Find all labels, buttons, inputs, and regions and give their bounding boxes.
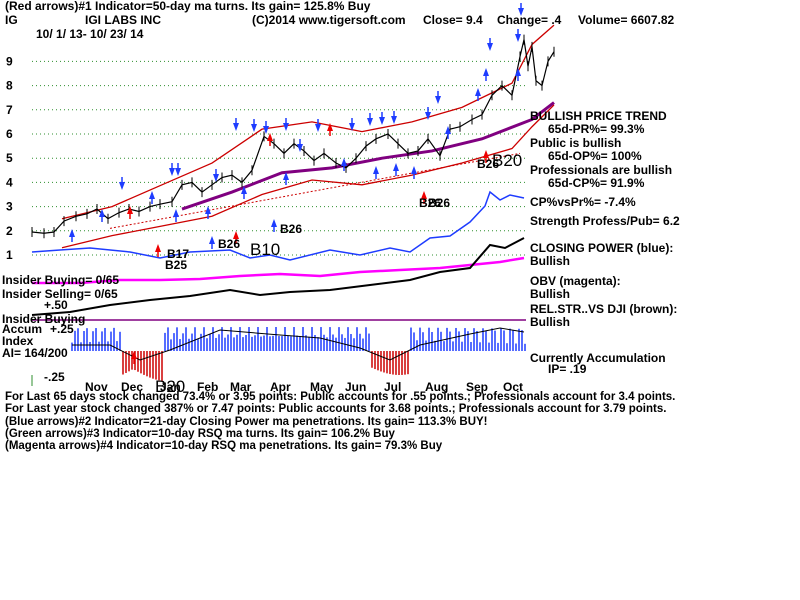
company-name: IGI LABS INC: [85, 13, 162, 27]
y-tick-label: 7: [6, 103, 13, 117]
accum-minus25: -.25: [44, 370, 65, 384]
date-range: 10/ 1/ 13- 10/ 23/ 14: [36, 27, 144, 41]
strength-ratio: Strength Profess/Pub= 6.2: [530, 214, 680, 228]
accum-status: Currently Accumulation: [530, 351, 666, 365]
signal-b26-jul: B26: [419, 196, 442, 210]
x-tick-label: Sep: [466, 380, 488, 394]
y-tick-label: 3: [6, 200, 13, 214]
accum-ma-line: [72, 327, 525, 361]
footer-65day: For Last 65 days stock changed 73.4% or …: [5, 391, 676, 403]
band_lower-line: [61, 104, 555, 249]
accum-plus25: +.25: [50, 322, 74, 336]
change-value: Change= .4: [497, 13, 562, 27]
accum-label: Accum: [2, 322, 43, 336]
obv-line: [32, 256, 525, 285]
copyright: (C)2014 www.tigersoft.com: [252, 13, 406, 27]
signal-b20-low: B20: [155, 377, 186, 396]
close-value: Close= 9.4: [423, 13, 483, 27]
x-tick-label: May: [310, 380, 334, 394]
ma_purple-line: [181, 101, 555, 211]
signal-b17: B17: [167, 247, 190, 261]
trend-label: BULLISH PRICE TREND: [530, 109, 667, 123]
band_upper-line: [61, 24, 555, 220]
signal-b26-sep: B26: [477, 157, 500, 171]
pr-value: 65d-PR%= 99.3%: [548, 122, 645, 136]
obv-state: Bullish: [530, 287, 571, 301]
y-tick-label: 4: [6, 175, 13, 189]
insider-selling: Insider Selling= 0/65: [2, 287, 118, 301]
header-indicator-line: (Red arrows)#1 Indicator=50-day ma turns…: [5, 0, 371, 13]
insider-buying: Insider Buying= 0/65: [2, 273, 120, 287]
x-tick-label: Jul: [384, 380, 401, 394]
price-close-line: [31, 39, 555, 234]
ai-value: AI= 164/200: [2, 346, 68, 360]
x-tick-label: Dec: [121, 380, 143, 394]
closing-power-state: Bullish: [530, 254, 571, 268]
signal-b26-apr: B26: [280, 222, 303, 236]
obv-label: OBV (magenta):: [530, 274, 621, 288]
relstr-state: Bullish: [530, 315, 571, 329]
signal-b20-sep: B20: [492, 151, 523, 170]
x-tick-label: Aug: [425, 380, 448, 394]
insider-buying-label: Insider Buying: [2, 312, 86, 326]
x-tick-label: Nov: [85, 380, 108, 394]
index-label: Index: [2, 334, 34, 348]
y-tick-label: 5: [6, 151, 13, 165]
signal-b10: B10: [250, 240, 281, 259]
signal-b26-jul2: B26: [428, 196, 451, 210]
x-tick-label: Mar: [230, 380, 252, 394]
footer-green-arrows: (Green arrows)#3 Indicator=10-day RSQ ma…: [5, 428, 395, 440]
ticker-symbol: IG: [5, 13, 18, 27]
volume-value: Volume= 6607.82: [578, 13, 675, 27]
y-tick-label: 1: [6, 248, 13, 262]
closing-power-line: [31, 190, 525, 261]
relative-strength-line: [31, 237, 525, 316]
x-tick-label: Feb: [197, 380, 218, 394]
public-status: Public is bullish: [530, 136, 622, 150]
signal-b25: B25: [165, 258, 188, 272]
x-tick-label: Jan: [160, 380, 181, 394]
cp-value: 65d-CP%= 91.9%: [548, 176, 645, 190]
footer-magenta-arrows: (Magenta arrows)#4 Indicator=10-day RSQ …: [5, 440, 443, 452]
op-value: 65d-OP%= 100%: [548, 149, 642, 163]
x-tick-label: Oct: [503, 380, 523, 394]
y-tick-label: 9: [6, 54, 13, 68]
x-tick-label: Apr: [270, 380, 291, 394]
relstr-label: REL.STR..VS DJI (brown):: [530, 302, 678, 316]
pros-status: Professionals are bullish: [530, 163, 673, 177]
y-tick-label: 2: [6, 224, 13, 238]
ip-value: IP= .19: [548, 362, 587, 376]
x-tick-label: Jun: [345, 380, 366, 394]
closing-power-label: CLOSING POWER (blue):: [530, 241, 674, 255]
footer-year: For Last year stock changed 387% or 7.47…: [5, 403, 667, 415]
footer-blue-arrows: (Blue arrows)#2 Indicator=21-day Closing…: [5, 416, 488, 428]
accum-plus50: +.50: [44, 298, 68, 312]
cp-vs-pr: CP%vsPr%= -7.4%: [530, 195, 636, 209]
y-tick-label: 6: [6, 127, 13, 141]
signal-b26-feb: B26: [218, 237, 241, 251]
y-tick-label: 8: [6, 79, 13, 93]
